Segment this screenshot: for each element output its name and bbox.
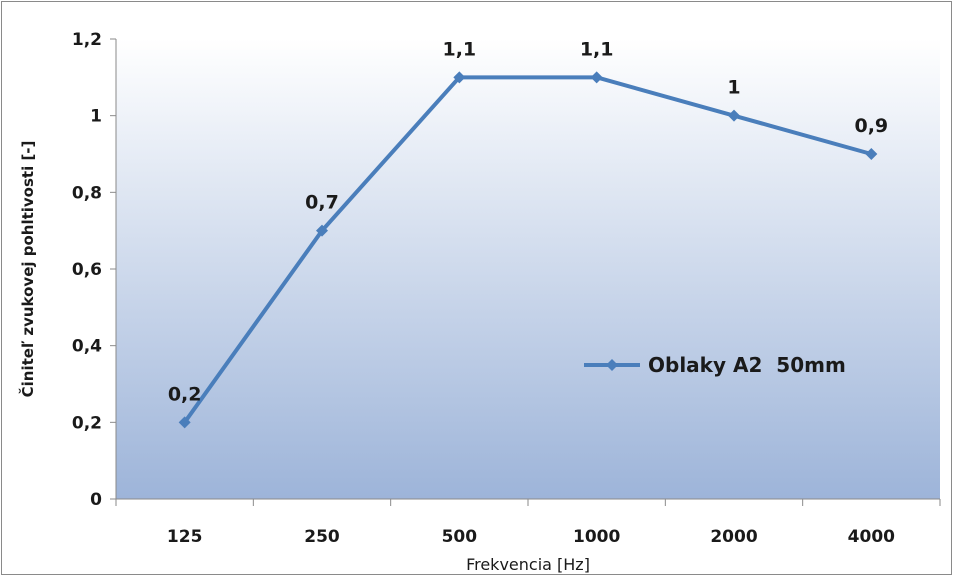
x-tick-label: 250 [304,527,340,547]
y-tick-label: 0 [90,490,102,510]
series-line [183,75,872,424]
data-point [178,416,191,429]
x-tick-labels: 125 250 500 1000 2000 4000 [167,527,895,547]
data-label: 1 [727,77,740,99]
data-point [316,224,328,237]
y-tick-label: 1 [90,107,102,127]
series-polyline [183,75,872,424]
x-tick-label: 1000 [573,527,620,547]
data-label: 0,2 [168,383,202,405]
legend: Oblaky A2 50mm [584,353,846,377]
plot-area [116,39,940,499]
y-tick-label: 0,6 [72,260,102,280]
y-tick-label: 0,4 [72,337,102,357]
y-tick-label: 0,8 [72,183,102,203]
data-point [865,148,878,160]
data-points [178,71,878,429]
x-tick-label: 2000 [710,527,757,547]
x-tick-label: 125 [167,527,203,547]
data-label: 0,7 [305,192,339,214]
axes [110,38,941,506]
y-tick-label: 0,2 [72,413,102,433]
data-label: 0,9 [854,115,888,137]
legend-entry: Oblaky A2 50mm [648,353,846,377]
data-point [590,71,603,84]
y-tick-label: 1,2 [72,30,102,50]
x-tick-label: 4000 [848,527,895,547]
x-tick-label: 500 [442,527,478,547]
data-labels: 0,2 0,7 1,1 1,1 1 0,9 [168,38,888,405]
y-tick-labels: 0 0,2 0,4 0,6 0,8 1 1,2 [72,30,102,510]
data-label: 1,1 [580,38,614,60]
x-axis-title: Frekvencia [Hz] [466,555,590,574]
y-axis-title: Činiteľ zvukovej pohltivosti [-] [18,141,37,398]
data-point [728,109,740,122]
data-point [453,71,466,84]
data-label: 1,1 [442,38,476,60]
legend-marker [606,359,618,371]
